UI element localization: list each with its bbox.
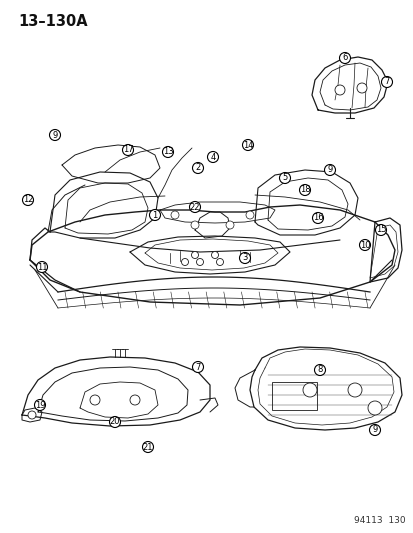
Circle shape <box>109 416 120 427</box>
Text: 18: 18 <box>299 185 310 195</box>
Circle shape <box>339 52 350 63</box>
Circle shape <box>358 239 370 251</box>
Text: 94113  130: 94113 130 <box>354 516 405 525</box>
Circle shape <box>216 259 223 265</box>
Circle shape <box>242 140 253 150</box>
Text: 10: 10 <box>359 240 369 249</box>
Circle shape <box>50 130 60 141</box>
Circle shape <box>312 213 323 223</box>
Text: 6: 6 <box>342 53 347 62</box>
Circle shape <box>130 395 140 405</box>
Bar <box>271 382 316 410</box>
Circle shape <box>347 383 361 397</box>
Circle shape <box>22 195 33 206</box>
Circle shape <box>196 259 203 265</box>
Circle shape <box>190 221 199 229</box>
Circle shape <box>189 201 200 213</box>
Text: 7: 7 <box>195 362 200 372</box>
Circle shape <box>369 424 380 435</box>
Text: 22: 22 <box>189 203 200 212</box>
Text: 15: 15 <box>375 225 385 235</box>
Text: 9: 9 <box>52 131 57 140</box>
Circle shape <box>36 262 47 272</box>
Circle shape <box>149 209 160 221</box>
Text: 12: 12 <box>23 196 33 205</box>
Text: 8: 8 <box>316 366 322 375</box>
Circle shape <box>299 184 310 196</box>
Circle shape <box>279 173 290 183</box>
Circle shape <box>375 224 386 236</box>
Circle shape <box>192 361 203 373</box>
Circle shape <box>162 147 173 157</box>
Text: 16: 16 <box>312 214 323 222</box>
Text: 2: 2 <box>195 164 200 173</box>
Circle shape <box>28 411 36 419</box>
Circle shape <box>334 85 344 95</box>
Text: 14: 14 <box>242 141 253 149</box>
Circle shape <box>302 383 316 397</box>
Text: 5: 5 <box>282 174 287 182</box>
Circle shape <box>142 441 153 453</box>
Text: 7: 7 <box>383 77 389 86</box>
Text: 17: 17 <box>122 146 133 155</box>
Circle shape <box>207 151 218 163</box>
Circle shape <box>380 77 392 87</box>
Circle shape <box>90 395 100 405</box>
Circle shape <box>367 401 381 415</box>
Circle shape <box>171 211 178 219</box>
Text: 9: 9 <box>371 425 377 434</box>
Circle shape <box>239 253 250 263</box>
Circle shape <box>314 365 325 376</box>
Circle shape <box>34 400 45 410</box>
Text: 9: 9 <box>327 166 332 174</box>
Text: 3: 3 <box>242 254 247 262</box>
Circle shape <box>225 221 233 229</box>
Circle shape <box>181 259 188 265</box>
Text: 13–130A: 13–130A <box>18 14 88 29</box>
Circle shape <box>324 165 335 175</box>
Text: 1: 1 <box>152 211 157 220</box>
Text: 11: 11 <box>37 262 47 271</box>
Text: 21: 21 <box>142 442 153 451</box>
Circle shape <box>191 252 198 259</box>
Circle shape <box>356 83 366 93</box>
Text: 20: 20 <box>109 417 120 426</box>
Circle shape <box>245 211 254 219</box>
Text: 13: 13 <box>162 148 173 157</box>
Circle shape <box>192 163 203 174</box>
Circle shape <box>122 144 133 156</box>
Text: 4: 4 <box>210 152 215 161</box>
Circle shape <box>211 252 218 259</box>
Text: 19: 19 <box>35 400 45 409</box>
